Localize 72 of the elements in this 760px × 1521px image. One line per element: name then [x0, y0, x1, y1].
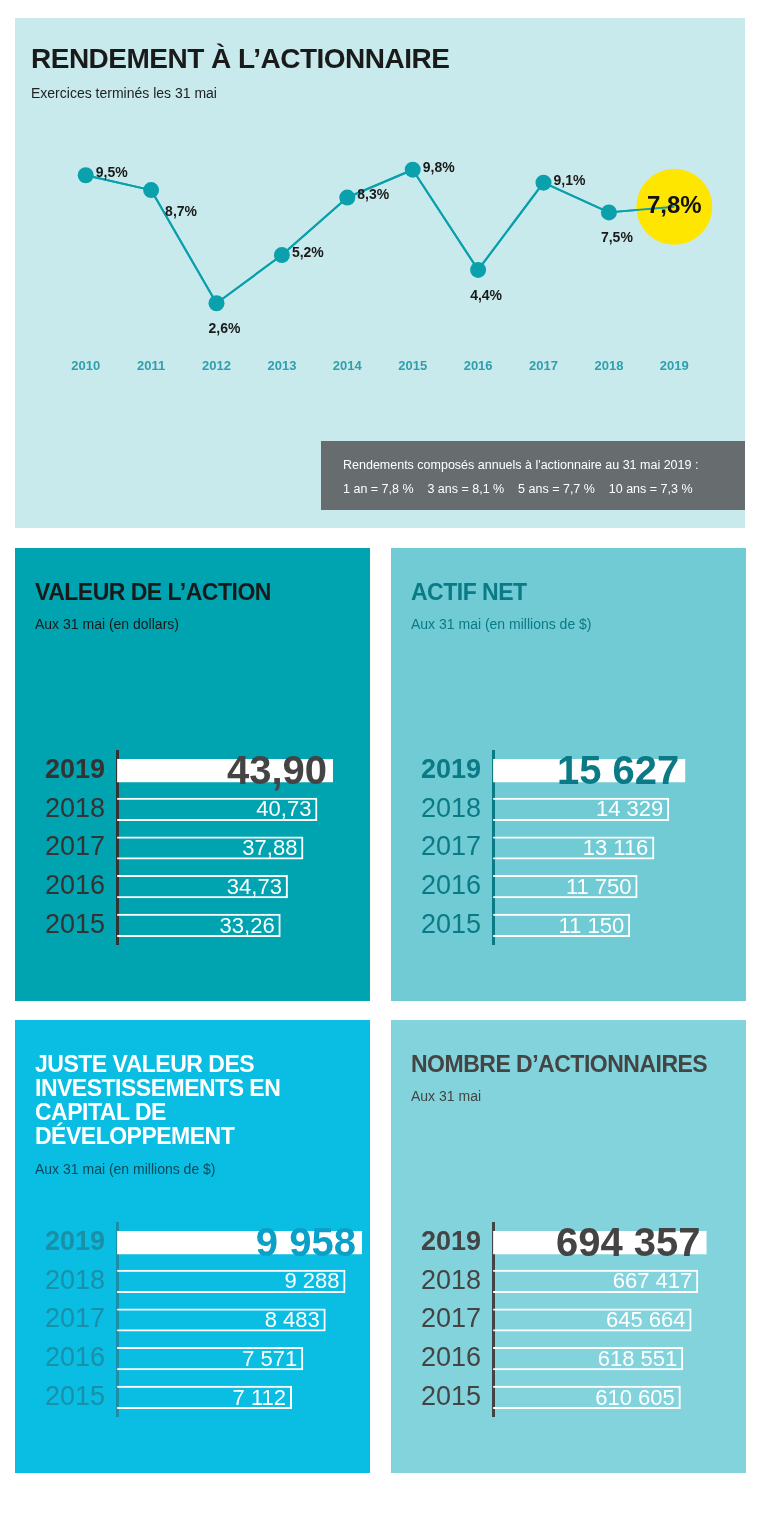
data-label: 13 116 — [582, 835, 649, 861]
x-tick-label: 2010 — [71, 357, 101, 373]
data-label: 2,6% — [208, 320, 241, 337]
data-label: 5,2% — [291, 243, 325, 260]
chart-title: RENDEMENT À L’ACTIONNAIRE — [31, 43, 451, 74]
y-tick-label: 2017 — [44, 1303, 106, 1334]
chart-title: NOMBRE D’ACTIONNAIRES — [411, 1051, 709, 1077]
y-tick-label: 2018 — [420, 792, 482, 823]
data-label: 7 571 — [242, 1345, 298, 1371]
data-label: 610 605 — [595, 1384, 675, 1410]
y-tick-label: 2015 — [420, 908, 482, 939]
chart-subtitle: Aux 31 mai — [411, 1088, 482, 1104]
data-label: 9,1% — [553, 171, 586, 188]
x-tick-label: 2019 — [659, 357, 689, 373]
chart-title: ACTIF NET — [411, 579, 528, 605]
data-label: 7,5% — [600, 229, 634, 246]
x-tick-label: 2011 — [137, 357, 166, 373]
y-tick-label: 2019 — [420, 1226, 482, 1257]
x-tick-label: 2014 — [332, 357, 363, 373]
data-label: 15 627 — [556, 747, 680, 792]
chart-subtitle: Aux 31 mai (en dollars) — [35, 616, 179, 632]
y-tick-label: 2019 — [44, 1226, 106, 1257]
y-tick-label: 2018 — [44, 1264, 106, 1295]
y-tick-label: 2018 — [44, 792, 106, 823]
data-label: 9 288 — [284, 1268, 340, 1294]
x-tick-label: 2016 — [463, 357, 493, 373]
data-label: 8,3% — [357, 186, 390, 203]
y-tick-label: 2015 — [44, 1380, 106, 1411]
chart-title: JUSTE VALEUR DES INVESTISSEMENTS EN CAPITAL DE DÉVELOPPEMENT — [35, 1051, 282, 1150]
x-tick-label: 2018 — [594, 357, 624, 373]
chart-subtitle: Aux 31 mai (en millions de $) — [35, 1161, 216, 1177]
point — [77, 167, 94, 184]
chart-title: VALEUR DE L’ACTION — [35, 579, 272, 605]
data-label: 8 483 — [264, 1307, 320, 1333]
data-label: 11 750 — [565, 873, 632, 899]
data-label: 43,90 — [226, 747, 327, 792]
y-tick-label: 2016 — [420, 870, 482, 901]
data-label: 7 112 — [232, 1384, 286, 1410]
data-label: 8,7% — [165, 202, 198, 219]
data-label: 34,73 — [226, 873, 282, 899]
data-label: 40,73 — [256, 796, 312, 822]
x-tick-label: 2017 — [529, 357, 558, 373]
y-tick-label: 2017 — [44, 831, 106, 862]
text: Rendements composés annuels à l'actionnaire au 31 mai 2019 : — [343, 458, 699, 472]
y-tick-label: 2016 — [44, 1342, 106, 1373]
y-tick-label: 2018 — [420, 1264, 482, 1295]
y-tick-label: 2017 — [420, 831, 482, 862]
data-label: 667 417 — [612, 1268, 693, 1294]
chart-subtitle: Exercices terminés les 31 mai — [31, 85, 217, 101]
y-tick-label: 2015 — [44, 908, 106, 939]
data-label: 7,8% — [646, 191, 702, 219]
text: 1 an = 7,8 % 3 ans = 8,1 % 5 ans = 7,7 % 10 ans = 7,3 % — [343, 482, 693, 496]
data-label: 9 958 — [255, 1219, 356, 1264]
y-tick-label: 2016 — [420, 1342, 482, 1373]
data-label: 618 551 — [597, 1345, 678, 1371]
data-label: 33,26 — [219, 912, 275, 938]
y-tick-label: 2015 — [420, 1380, 482, 1411]
x-tick-label: 2015 — [398, 357, 428, 373]
data-label: 37,88 — [242, 835, 298, 861]
x-tick-label: 2012 — [202, 357, 231, 373]
data-label: 14 329 — [595, 796, 664, 822]
data-label: 9,8% — [422, 158, 456, 175]
chart-subtitle: Aux 31 mai (en millions de $) — [411, 616, 592, 632]
x-tick-label: 2013 — [267, 357, 297, 373]
data-label: 9,5% — [95, 164, 129, 181]
y-tick-label: 2019 — [420, 754, 482, 785]
data-label: 694 357 — [555, 1219, 701, 1264]
data-label: 4,4% — [470, 286, 503, 303]
y-tick-label: 2019 — [44, 754, 106, 785]
y-tick-label: 2016 — [44, 870, 106, 901]
y-tick-label: 2017 — [420, 1303, 482, 1334]
data-label: 645 664 — [606, 1307, 686, 1333]
